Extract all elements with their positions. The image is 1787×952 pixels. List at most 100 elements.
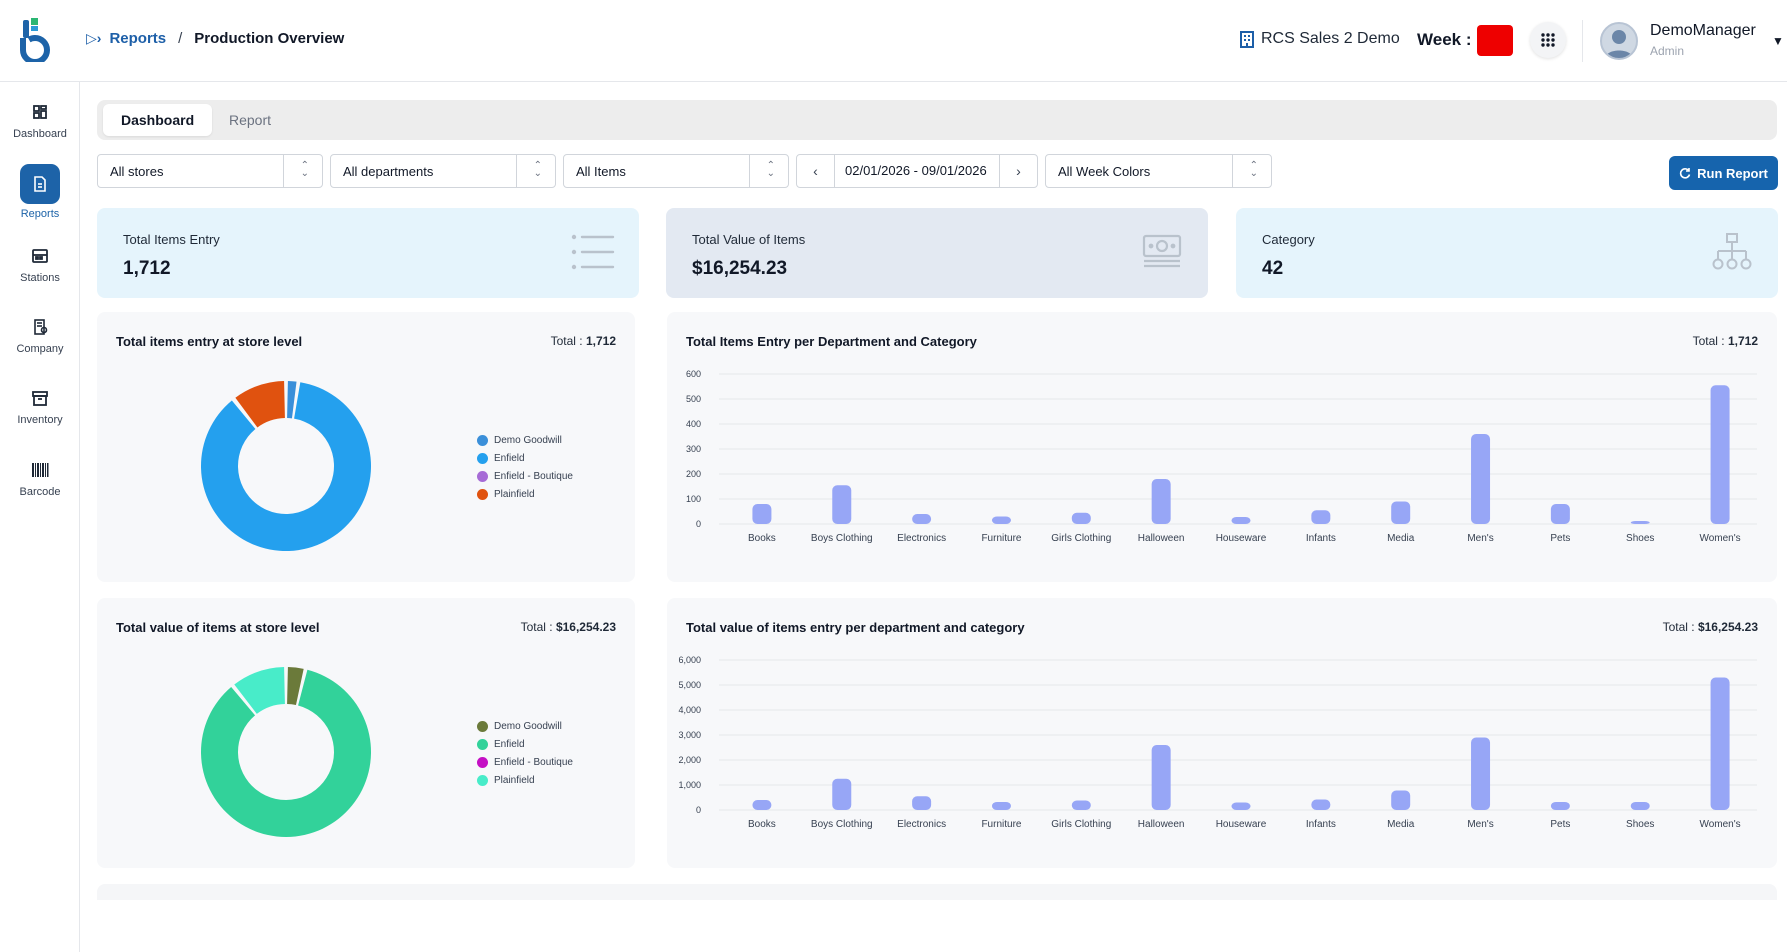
bar[interactable] [1391, 501, 1411, 525]
sidebar-item-label: Inventory [17, 414, 63, 426]
header-divider [1582, 20, 1583, 62]
bar[interactable] [1391, 790, 1411, 811]
panel-total: Total : $16,254.23 [521, 620, 616, 634]
legend-swatch [477, 488, 488, 500]
bar[interactable] [1231, 517, 1251, 524]
bar[interactable] [1710, 385, 1730, 524]
dept-value-bar-chart: 6,000 5,000 4,000 3,000 2,000 1,000 0 Books Boys… [678, 655, 1757, 830]
brand-logo[interactable] [18, 18, 52, 62]
bar[interactable] [752, 800, 772, 810]
apps-grid-button[interactable] [1530, 22, 1566, 58]
run-report-button[interactable]: Run Report [1669, 156, 1778, 190]
barcode-icon [32, 463, 49, 477]
x-tick-label: Media [1387, 533, 1415, 544]
stat-value: 42 [1262, 258, 1284, 279]
tab-dashboard[interactable]: Dashboard [103, 104, 213, 136]
bar[interactable] [1710, 677, 1730, 811]
y-tick-label: 300 [686, 444, 701, 454]
donut-slice[interactable] [234, 667, 285, 714]
store-selector[interactable]: RCS Sales 2 Demo [1240, 30, 1400, 48]
donut-slice[interactable] [287, 381, 297, 419]
sidebar-item-label: Barcode [19, 486, 61, 498]
legend-label: Enfield [494, 452, 525, 464]
stores-select[interactable]: All stores ⌃ ⌄ [97, 154, 323, 188]
items-select[interactable]: All Items ⌃ ⌄ [563, 154, 789, 188]
bar[interactable] [1471, 434, 1491, 524]
legend-item[interactable]: Demo Goodwill [477, 717, 573, 735]
donut-slice[interactable] [287, 667, 304, 706]
bar[interactable] [1151, 745, 1171, 810]
legend-swatch [477, 738, 488, 750]
bar[interactable] [1550, 802, 1570, 810]
legend-item[interactable]: Enfield - Boutique [477, 467, 573, 485]
breadcrumb-reports-link[interactable]: Reports [109, 30, 167, 47]
bar[interactable] [1550, 504, 1570, 524]
legend-item[interactable]: Enfield - Boutique [477, 753, 573, 771]
x-tick-label: Halloween [1138, 819, 1185, 830]
x-tick-label: Men's [1467, 533, 1493, 544]
y-tick-label: 1,000 [678, 780, 701, 790]
x-tick-label: Electronics [897, 533, 946, 544]
donut-slice[interactable] [201, 669, 371, 837]
x-tick-label: Girls Clothing [1051, 533, 1111, 544]
y-tick-label: 200 [686, 469, 701, 479]
sidebar-item-stations[interactable]: Stations [0, 246, 80, 284]
items-select-value: All Items [576, 164, 626, 179]
bar[interactable] [752, 504, 772, 524]
bar[interactable] [1151, 479, 1171, 524]
legend-item[interactable]: Enfield [477, 449, 573, 467]
bar[interactable] [1071, 800, 1091, 811]
sidebar-item-dashboard[interactable]: Dashboard [0, 102, 80, 140]
previous-week-chevron-left-icon[interactable]: ‹ [797, 155, 835, 187]
sidebar-item-reports[interactable]: Reports [0, 164, 80, 220]
store-name: RCS Sales 2 Demo [1261, 30, 1400, 47]
bar[interactable] [1630, 802, 1650, 810]
view-tabs: Dashboard Report [97, 100, 1777, 140]
bar[interactable] [832, 778, 852, 810]
user-silhouette-icon [1605, 30, 1633, 58]
bar[interactable] [1071, 512, 1091, 524]
bar[interactable] [1311, 510, 1331, 524]
legend-item[interactable]: Enfield [477, 735, 573, 753]
bar[interactable] [991, 802, 1011, 810]
run-report-label: Run Report [1697, 165, 1768, 181]
legend-item[interactable]: Plainfield [477, 771, 573, 789]
donut-slice[interactable] [201, 382, 371, 551]
user-avatar[interactable] [1600, 22, 1638, 60]
stat-card-total-items: Total Items Entry 1,712 [97, 208, 639, 298]
week-colors-select[interactable]: All Week Colors ⌃ ⌄ [1045, 154, 1272, 188]
bar[interactable] [832, 485, 852, 524]
date-range-value[interactable]: 02/01/2026 - 09/01/2026 [845, 163, 987, 178]
bar[interactable] [912, 514, 932, 524]
donut-legend: Demo Goodwill Enfield Enfield - Boutique… [477, 717, 573, 789]
bar[interactable] [1630, 521, 1650, 524]
user-menu-chevron-down-icon[interactable]: ▼ [1772, 34, 1784, 48]
next-week-chevron-right-icon[interactable]: › [999, 155, 1037, 187]
week-color-swatch[interactable] [1477, 25, 1513, 56]
sidebar-item-barcode[interactable]: Barcode [0, 460, 80, 498]
bar[interactable] [991, 516, 1011, 525]
departments-select[interactable]: All departments ⌃ ⌄ [330, 154, 556, 188]
sidebar-active-highlight [20, 164, 60, 204]
legend-item[interactable]: Demo Goodwill [477, 431, 573, 449]
bar[interactable] [1311, 799, 1331, 811]
sidebar-item-company[interactable]: Company [0, 317, 80, 355]
bar[interactable] [1471, 737, 1491, 811]
y-tick-label: 5,000 [678, 680, 701, 690]
sidebar-item-label: Reports [20, 208, 60, 220]
panel-dept-items-value: Total value of items entry per departmen… [667, 598, 1777, 868]
sidebar-item-inventory[interactable]: Inventory [0, 388, 80, 426]
donut-slice[interactable] [235, 381, 285, 428]
legend-item[interactable]: Plainfield [477, 485, 573, 503]
user-name[interactable]: DemoManager [1650, 22, 1756, 39]
sidebar: Dashboard Reports Stations Company Inven… [0, 82, 80, 952]
panel-store-items-entry: Total items entry at store level Total :… [97, 312, 635, 582]
x-tick-label: Houseware [1216, 819, 1267, 830]
dashboard-grid-icon [33, 105, 47, 119]
tab-report[interactable]: Report [229, 112, 272, 128]
y-tick-label: 4,000 [678, 705, 701, 715]
bar[interactable] [1231, 802, 1251, 811]
hierarchy-icon [1712, 233, 1752, 270]
refresh-icon [1680, 168, 1691, 179]
bar[interactable] [912, 796, 932, 810]
